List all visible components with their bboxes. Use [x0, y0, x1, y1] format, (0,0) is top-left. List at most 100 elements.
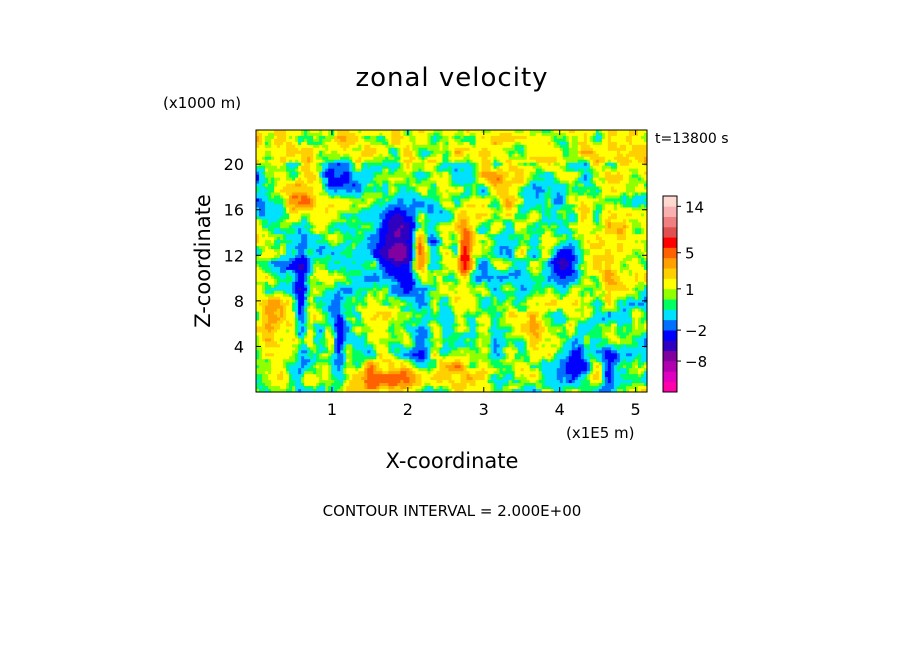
- heatmap-cell: [301, 171, 305, 176]
- heatmap-cell: [535, 162, 540, 167]
- heatmap-cell: [373, 186, 377, 191]
- heatmap-cell: [328, 344, 332, 348]
- heatmap-cell: [313, 144, 320, 149]
- heatmap-cell: [328, 371, 332, 375]
- heatmap-cell: [586, 371, 591, 375]
- heatmap-cell: [550, 186, 567, 191]
- heatmap-cell: [595, 138, 600, 143]
- heatmap-cell: [541, 335, 558, 340]
- heatmap-cell: [388, 317, 392, 322]
- heatmap-cell: [616, 272, 630, 277]
- heatmap-cell: [622, 258, 633, 262]
- heatmap-cell: [418, 326, 426, 331]
- heatmap-cell: [436, 302, 441, 307]
- heatmap-cell: [637, 240, 642, 244]
- heatmap-cell: [436, 261, 441, 265]
- heatmap-cell: [262, 219, 269, 223]
- heatmap-cell: [283, 305, 287, 310]
- heatmap-cell: [610, 338, 621, 342]
- heatmap-cell: [448, 281, 453, 286]
- heatmap-cell: [460, 266, 465, 271]
- heatmap-cell: [349, 329, 353, 334]
- heatmap-cell: [508, 189, 519, 194]
- heatmap-cell: [568, 329, 576, 334]
- heatmap-cell: [625, 261, 639, 265]
- heatmap-cell: [451, 201, 456, 206]
- heatmap-cell: [412, 311, 429, 316]
- heatmap-cell: [496, 314, 501, 319]
- heatmap-cell: [553, 141, 558, 146]
- heatmap-cell: [340, 350, 344, 354]
- heatmap-cell: [316, 201, 353, 206]
- heatmap-cell: [475, 311, 483, 316]
- heatmap-cell: [277, 237, 281, 241]
- heatmap-cell: [487, 177, 498, 182]
- heatmap-cell: [493, 323, 498, 328]
- heatmap-cell: [424, 246, 429, 250]
- heatmap-cell: [640, 293, 648, 298]
- heatmap-cell: [382, 192, 386, 197]
- heatmap-cell: [292, 192, 308, 197]
- heatmap-cell: [517, 204, 525, 209]
- heatmap-cell: [550, 138, 555, 143]
- heatmap-cell: [496, 159, 501, 164]
- heatmap-cell: [451, 219, 456, 223]
- heatmap-cell: [595, 216, 600, 220]
- heatmap-cell: [424, 159, 429, 164]
- heatmap-cell: [328, 177, 350, 182]
- heatmap-cell: [352, 347, 356, 351]
- heatmap-cell: [439, 362, 453, 366]
- heatmap-cell: [538, 368, 543, 372]
- heatmap-cell: [406, 162, 410, 167]
- heatmap-cell: [472, 171, 477, 176]
- heatmap-cell: [259, 207, 266, 211]
- heatmap-cell: [274, 177, 281, 182]
- heatmap-cell: [439, 284, 450, 289]
- heatmap-cell: [565, 314, 570, 319]
- heatmap-cell: [373, 362, 380, 366]
- heatmap-cell: [598, 305, 603, 310]
- heatmap-cell: [328, 132, 332, 137]
- heatmap-cell: [298, 305, 302, 310]
- heatmap-cell: [577, 144, 582, 149]
- heatmap-cell: [424, 356, 429, 360]
- heatmap-cell: [595, 234, 600, 238]
- heatmap-cell: [268, 189, 275, 194]
- heatmap-cell: [289, 258, 296, 262]
- heatmap-cell: [427, 177, 432, 182]
- heatmap-cell: [262, 228, 269, 232]
- heatmap-cell: [283, 219, 287, 223]
- heatmap-cell: [523, 130, 531, 134]
- heatmap-cell: [436, 192, 444, 197]
- heatmap-cell: [415, 216, 420, 220]
- heatmap-cell: [310, 359, 317, 363]
- heatmap-cell: [274, 156, 281, 161]
- heatmap-cell: [289, 374, 293, 378]
- heatmap-cell: [301, 347, 308, 351]
- heatmap-cell: [304, 296, 308, 301]
- heatmap-cell: [265, 353, 275, 357]
- heatmap-cell: [256, 153, 266, 158]
- heatmap-cell: [493, 222, 504, 226]
- heatmap-cell: [508, 272, 522, 277]
- heatmap-cell: [328, 356, 332, 360]
- heatmap-cell: [409, 347, 413, 351]
- heatmap-cell: [604, 168, 612, 173]
- heatmap-cell: [430, 299, 435, 304]
- heatmap-cell: [475, 338, 480, 342]
- heatmap-cell: [292, 195, 299, 200]
- heatmap-cell: [256, 174, 260, 179]
- heatmap-cell: [268, 222, 272, 226]
- heatmap-cell: [490, 326, 498, 331]
- heatmap-cell: [475, 141, 492, 146]
- heatmap-cell: [256, 338, 260, 342]
- heatmap-cell: [451, 171, 474, 176]
- heatmap-cell: [577, 332, 588, 337]
- heatmap-cell: [514, 275, 519, 280]
- heatmap-cell: [430, 249, 438, 253]
- heatmap-cell: [622, 198, 627, 203]
- heatmap-cell: [418, 228, 423, 232]
- heatmap-cell: [517, 296, 525, 301]
- heatmap-cell: [424, 156, 429, 161]
- heatmap-cell: [580, 180, 591, 185]
